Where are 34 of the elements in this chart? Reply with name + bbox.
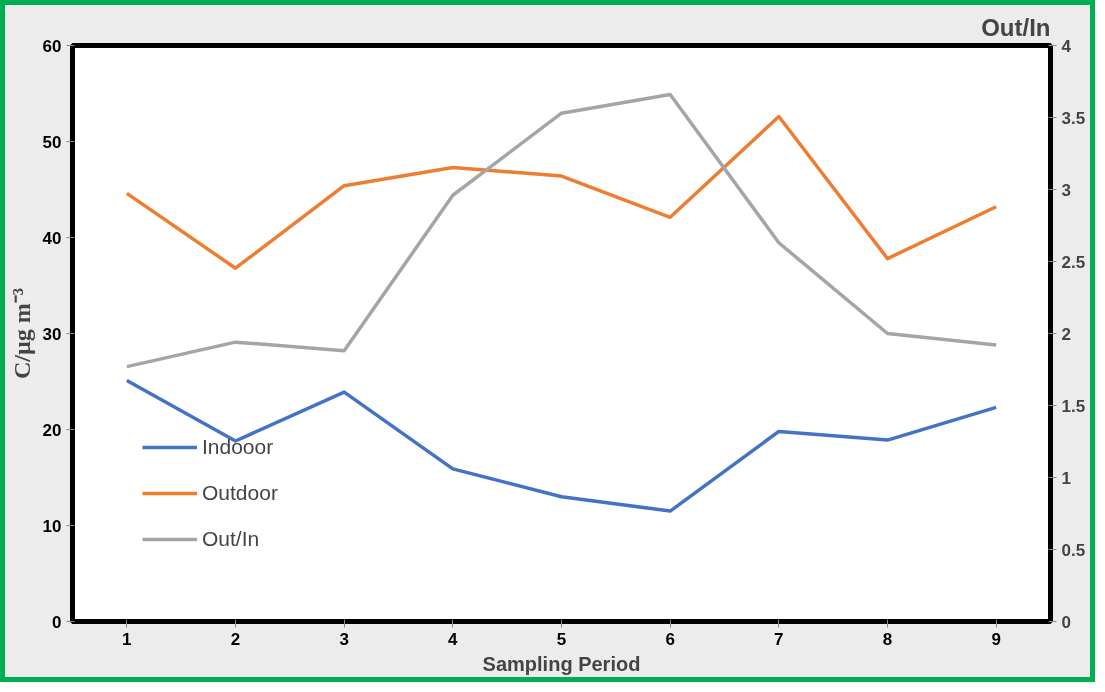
y2-tick-label: 3.5: [1061, 108, 1086, 128]
y2-axis-title: Out/In: [981, 13, 1051, 41]
y2-tick-label: 0.5: [1061, 540, 1086, 560]
x-tick-label: 7: [774, 629, 784, 649]
y-tick-label: 60: [42, 36, 62, 56]
x-axis-title: Sampling Period: [482, 652, 641, 675]
x-tick-label: 1: [122, 629, 132, 649]
legend-label: Outdoor: [202, 481, 278, 505]
y2-tick-label: 2.5: [1061, 252, 1086, 272]
x-tick-label: 2: [230, 629, 241, 649]
y2-tick-label: 0: [1061, 612, 1071, 632]
x-tick-label: 8: [882, 629, 893, 649]
x-tick-label: 4: [448, 629, 459, 649]
y-tick-label: 0: [52, 612, 62, 632]
y-tick-label: 10: [42, 516, 62, 536]
y-tick-label: 50: [42, 132, 62, 152]
y2-tick-label: 4: [1061, 36, 1072, 56]
y-tick-label: 30: [42, 324, 62, 344]
x-tick-label: 5: [556, 629, 567, 649]
x-tick-label: 3: [339, 629, 349, 649]
y-tick-label: 20: [42, 420, 62, 440]
x-tick-label: 9: [991, 629, 1001, 649]
line-series: [125, 378, 998, 513]
x-tick-label: 6: [665, 629, 675, 649]
legend-label: Out/In: [202, 527, 260, 551]
y-axis-title: C/µg m⁻³: [8, 287, 35, 380]
legend-label: Indooor: [202, 435, 274, 459]
line-series: [125, 92, 998, 369]
line-series: [125, 114, 998, 270]
y2-tick-label: 2: [1061, 324, 1071, 344]
y-tick-label: 40: [42, 228, 62, 248]
y2-tick-label: 1.5: [1061, 396, 1086, 416]
y2-tick-label: 1: [1061, 468, 1071, 488]
y2-tick-label: 3: [1061, 180, 1071, 200]
